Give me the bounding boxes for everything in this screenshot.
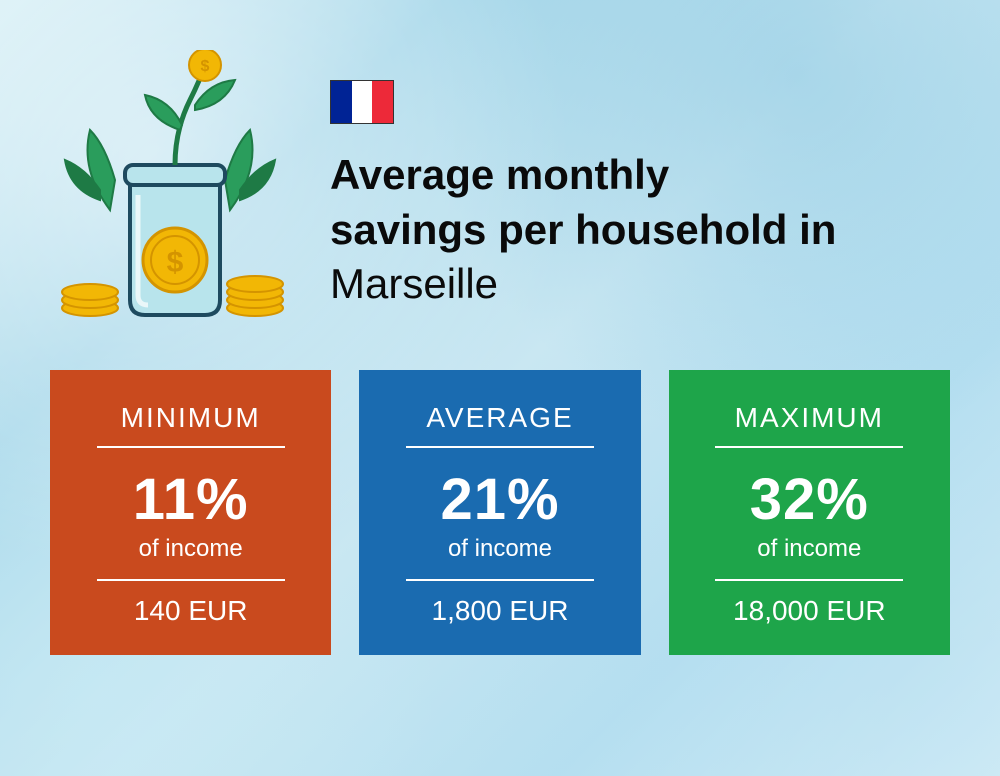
card-sub: of income xyxy=(689,535,930,563)
title-city: Marseille xyxy=(330,260,498,307)
divider xyxy=(406,579,594,581)
header: $ $ Average monthly savings per househol… xyxy=(0,0,1000,330)
header-text: Average monthly savings per household in… xyxy=(330,50,950,312)
card-percent: 11% xyxy=(70,466,311,533)
card-average: AVERAGE 21% of income 1,800 EUR xyxy=(359,370,640,655)
divider xyxy=(97,579,285,581)
france-flag-icon xyxy=(330,80,394,124)
savings-illustration: $ $ xyxy=(50,50,290,330)
card-sub: of income xyxy=(70,535,311,563)
stat-cards: MINIMUM 11% of income 140 EUR AVERAGE 21… xyxy=(0,330,1000,705)
title-line-1: Average monthly xyxy=(330,151,669,198)
card-label: MINIMUM xyxy=(70,402,311,434)
card-label: AVERAGE xyxy=(379,402,620,434)
flag-stripe-white xyxy=(352,81,373,123)
svg-text:$: $ xyxy=(201,58,210,75)
divider xyxy=(715,579,903,581)
card-maximum: MAXIMUM 32% of income 18,000 EUR xyxy=(669,370,950,655)
card-label: MAXIMUM xyxy=(689,402,930,434)
divider xyxy=(406,446,594,448)
svg-text:$: $ xyxy=(167,246,184,279)
coin-stack-right xyxy=(227,276,283,316)
card-minimum: MINIMUM 11% of income 140 EUR xyxy=(50,370,331,655)
divider xyxy=(715,446,903,448)
flag-stripe-red xyxy=(372,81,393,123)
card-sub: of income xyxy=(379,535,620,563)
card-percent: 21% xyxy=(379,466,620,533)
divider xyxy=(97,446,285,448)
title-line-2: savings per household in xyxy=(330,206,836,253)
card-amount: 18,000 EUR xyxy=(689,595,930,627)
card-amount: 1,800 EUR xyxy=(379,595,620,627)
card-percent: 32% xyxy=(689,466,930,533)
coin-stack-left xyxy=(62,284,118,316)
flag-stripe-blue xyxy=(331,81,352,123)
card-amount: 140 EUR xyxy=(70,595,311,627)
title: Average monthly savings per household in… xyxy=(330,148,950,312)
